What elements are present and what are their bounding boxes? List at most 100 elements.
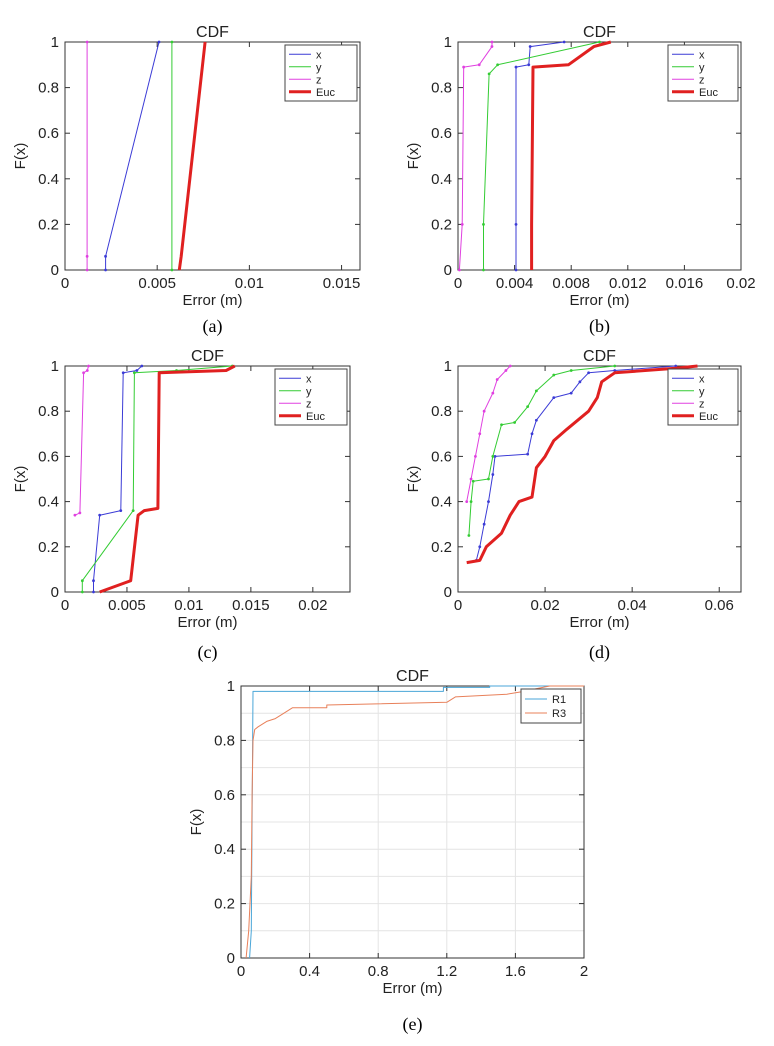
y-tick-label: 1 <box>444 34 452 51</box>
legend-label: y <box>699 62 705 74</box>
data-point <box>530 432 534 436</box>
y-tick-label: 0 <box>444 262 452 279</box>
panel-caption: (e) <box>403 1014 423 1035</box>
chart-c: 0 0.005 0.01 0.015 0.02 0 0.2 0.4 0.6 0.8 1 CDF Erro… <box>12 348 351 663</box>
plot-frame <box>64 365 351 593</box>
data-point <box>526 405 530 409</box>
legend-label: y <box>316 62 322 74</box>
series-line-euc <box>177 41 207 271</box>
legend-label: Euc <box>306 411 325 423</box>
y-tick-label: 0.6 <box>38 125 59 142</box>
series-line-euc <box>466 364 698 565</box>
chart-b: 0 0.004 0.008 0.012 0.016 0.02 0 0.2 0.4 0.6 0.8 1 C… <box>405 24 756 337</box>
x-tick-label: 0.01 <box>235 275 264 292</box>
data-point <box>85 268 89 272</box>
x-tick-label: 0.016 <box>666 275 704 292</box>
data-point <box>487 477 490 481</box>
x-tick-label: 0.02 <box>726 275 755 292</box>
data-point <box>135 369 139 372</box>
data-point <box>487 72 491 76</box>
x-tick-label: 0 <box>61 275 69 292</box>
data-point <box>474 455 477 458</box>
data-point <box>157 40 161 44</box>
x-axis-label: Error (m) <box>178 614 238 631</box>
y-tick-label: 0.4 <box>38 494 59 511</box>
y-tick-label: 0.4 <box>431 171 452 188</box>
series-line-x <box>105 41 160 270</box>
legend-label: x <box>699 49 705 61</box>
series-line-x <box>475 365 676 561</box>
y-axis-label: F(x) <box>405 466 422 493</box>
y-tick-label: 0 <box>51 262 59 279</box>
y-axis-label: F(x) <box>405 143 422 170</box>
data-point <box>73 513 77 517</box>
x-axis-label: Error (m) <box>570 614 630 631</box>
data-point <box>613 364 617 368</box>
data-point <box>569 391 573 395</box>
panel-caption: (b) <box>589 316 610 337</box>
data-point <box>496 63 500 67</box>
data-point <box>478 545 482 549</box>
legend-label: x <box>699 373 705 385</box>
data-point <box>613 369 617 372</box>
data-point <box>131 509 135 513</box>
data-point <box>514 65 518 69</box>
data-point <box>500 423 503 427</box>
x-tick-label: 2 <box>580 963 588 980</box>
chart-title: CDF <box>191 348 224 365</box>
y-tick-label: 0.2 <box>431 539 452 556</box>
legend-label: x <box>316 49 322 61</box>
series-line-y <box>483 41 600 270</box>
data-point <box>92 579 95 583</box>
y-axis-label: F(x) <box>12 466 29 493</box>
y-tick-label: 0.2 <box>38 539 59 556</box>
y-tick-label: 0.6 <box>431 125 452 142</box>
y-tick-label: 0 <box>444 584 452 601</box>
data-point <box>482 223 485 226</box>
data-point <box>514 268 518 272</box>
data-point <box>85 254 89 258</box>
data-point <box>587 371 591 375</box>
y-tick-label: 0.8 <box>431 403 452 420</box>
y-tick-label: 0 <box>227 950 235 967</box>
y-tick-label: 1 <box>51 34 59 51</box>
y-axis-label: F(x) <box>188 809 205 836</box>
x-tick-label: 0 <box>237 963 245 980</box>
plot-frame <box>240 685 585 959</box>
x-tick-label: 0.015 <box>232 597 270 614</box>
data-point <box>462 65 466 69</box>
data-point <box>471 479 475 483</box>
data-point <box>477 63 481 67</box>
plot-frame <box>457 365 742 593</box>
data-point <box>85 369 89 372</box>
data-point <box>578 380 582 384</box>
data-point <box>534 389 538 393</box>
data-point <box>98 513 102 517</box>
data-point <box>458 268 461 272</box>
data-point <box>508 364 512 368</box>
data-point <box>491 391 495 395</box>
data-point <box>514 223 518 226</box>
data-point <box>478 432 482 436</box>
x-tick-label: 0.004 <box>496 275 534 292</box>
y-tick-label: 0.6 <box>38 448 59 465</box>
data-point <box>526 452 530 456</box>
legend-label: R1 <box>552 694 566 706</box>
legend-label: y <box>306 386 312 398</box>
x-tick-label: 0.02 <box>298 597 327 614</box>
chart-title: CDF <box>396 668 429 685</box>
data-point <box>121 371 125 375</box>
chart-e: 0 0.4 0.8 1.2 1.6 2 0 0.2 0.4 0.6 0.8 1 CDF Error (m)… <box>188 668 588 1035</box>
x-tick-label: 0.005 <box>108 597 146 614</box>
y-tick-label: 0.4 <box>214 841 235 858</box>
data-point <box>491 455 495 458</box>
y-tick-label: 1 <box>444 358 452 375</box>
data-point <box>528 45 532 48</box>
data-point <box>527 63 531 67</box>
x-tick-label: 0.4 <box>299 963 320 980</box>
data-point <box>85 40 89 44</box>
data-point <box>674 364 678 368</box>
data-point <box>562 40 566 44</box>
